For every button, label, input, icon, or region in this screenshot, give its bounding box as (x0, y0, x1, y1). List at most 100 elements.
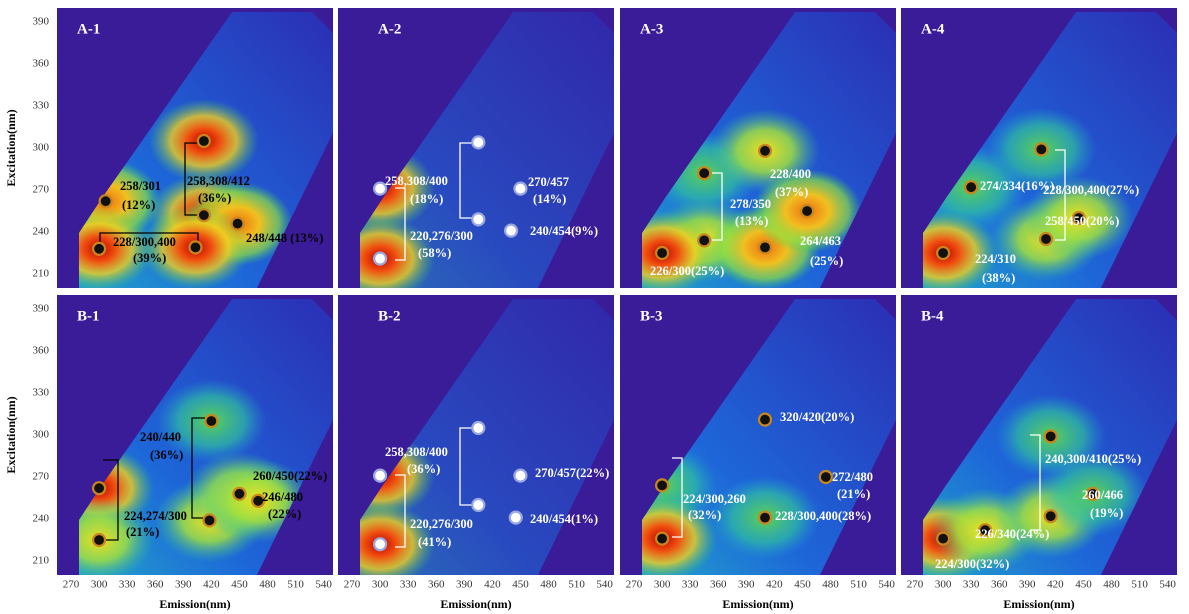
peak-marker (251, 493, 266, 508)
panel-label: B-2 (378, 308, 401, 324)
peak-marker (196, 133, 211, 149)
x-tick-label: 540 (315, 579, 332, 591)
panel-label: B-3 (640, 308, 663, 324)
peak-annotation: 258,308/412 (187, 174, 250, 188)
peak-marker (1071, 210, 1086, 226)
y-tick-label: 390 (33, 16, 50, 28)
panel-label: A-4 (921, 21, 945, 37)
peak-annotation: (19%) (1090, 506, 1123, 520)
y-tick-label: 300 (33, 142, 50, 154)
peak-annotation: (25%) (810, 254, 843, 268)
peak-annotation: (38%) (982, 271, 1015, 285)
panel: B-1 240/440 (36%) 260/450(22%) 246/480 (22%) 2… (4, 295, 333, 611)
x-tick-label: 300 (372, 579, 389, 591)
peak-annotation: (13%) (735, 214, 768, 228)
peak-marker (1043, 509, 1058, 524)
y-tick-label: 360 (33, 345, 50, 357)
peak-marker (1038, 231, 1054, 247)
bracket (459, 427, 475, 506)
peak-annotation: 224/310 (975, 252, 1016, 266)
panel-label: A-3 (640, 21, 663, 37)
x-tick-label: 270 (626, 579, 643, 591)
x-tick-label: 390 (175, 579, 192, 591)
x-tick-label: 540 (878, 579, 895, 591)
peak-marker (978, 523, 993, 538)
bracket (103, 459, 119, 541)
x-tick-label: 270 (907, 579, 924, 591)
y-tick-label: 330 (33, 100, 50, 112)
y-axis-title: Excitation(nm) (4, 109, 18, 186)
x-tick-label: 510 (568, 579, 585, 591)
x-tick-label: 540 (1159, 579, 1176, 591)
x-tick-label: 450 (231, 579, 248, 591)
peak-annotation: 228/300,400(27%) (1043, 183, 1139, 197)
x-tick-label: 480 (822, 579, 839, 591)
x-tick-label: 480 (259, 579, 276, 591)
peak-marker (373, 181, 388, 196)
peak-annotation: (21%) (837, 487, 870, 501)
y-tick-label: 390 (33, 303, 50, 315)
peak-marker (697, 166, 712, 181)
x-tick-label: 540 (596, 579, 613, 591)
x-tick-label: 480 (1103, 579, 1120, 591)
peak-annotation: 272/480 (832, 470, 873, 484)
peak-annotation: 274/334(16%) (980, 179, 1054, 193)
peak-marker (471, 420, 486, 436)
peak-marker (800, 203, 815, 219)
y-tick-label: 360 (33, 58, 50, 70)
peak-annotation: (41%) (418, 535, 451, 549)
x-tick-label: 510 (1131, 579, 1148, 591)
peak-marker (92, 481, 107, 496)
panel: A-4 274/334(16%)228/300,400(27%) 258/450(2… (901, 8, 1177, 288)
y-tick-label: 210 (33, 268, 50, 280)
bracket (395, 474, 406, 548)
peak-annotation: 224,274/300 (124, 509, 187, 523)
x-tick-label: 510 (287, 579, 304, 591)
x-tick-label: 330 (682, 579, 699, 591)
peak-annotation: 264/463 (800, 234, 841, 248)
peak-annotation: (36%) (150, 448, 183, 462)
peak-annotation: 240,300/410(25%) (1045, 452, 1141, 466)
y-axis-title: Excitation(nm) (4, 396, 18, 473)
panel-label: A-1 (77, 21, 100, 37)
peak-annotation: 270/457 (528, 175, 569, 189)
panel: B-2 258,308/400 (36%) 270/457(22%) 240/454(1… (338, 295, 614, 611)
peak-marker (202, 513, 217, 528)
peak-marker (92, 532, 107, 548)
x-tick-label: 300 (935, 579, 952, 591)
y-tick-label: 300 (33, 429, 50, 441)
x-axis-title: Emission(nm) (440, 597, 511, 611)
peak-marker (230, 216, 245, 231)
bracket (712, 172, 723, 241)
peak-annotation: 258/301 (120, 179, 161, 193)
peak-annotation: (18%) (410, 192, 443, 206)
peak-marker (513, 468, 528, 483)
peak-annotation: (58%) (418, 246, 451, 260)
peak-annotation: 258,308/400 (385, 174, 448, 188)
peak-annotation: 224/300,260 (683, 492, 746, 506)
peak-marker (1043, 429, 1058, 444)
x-tick-label: 330 (963, 579, 980, 591)
peak-annotation: 228/400 (770, 167, 811, 181)
peak-annotation: 258,308/400 (385, 445, 448, 459)
panel: A-2 258,308/400 (18%) 270/457 (14%) 240/454(9… (338, 8, 614, 288)
peak-annotation: (22%) (268, 507, 301, 521)
y-tick-label: 270 (33, 184, 50, 196)
peak-marker (655, 245, 670, 261)
peak-annotation: 246/480 (262, 490, 303, 504)
peak-marker (655, 478, 670, 493)
peak-annotation: 270/457(22%) (535, 466, 609, 480)
x-tick-label: 420 (1047, 579, 1064, 591)
x-tick-label: 450 (794, 579, 811, 591)
peak-marker (373, 537, 388, 552)
peak-annotation: (12%) (122, 198, 155, 212)
x-axis-title: Emission(nm) (1003, 597, 1074, 611)
peak-annotation: 258/450(20%) (1045, 214, 1119, 228)
peak-marker (373, 468, 388, 483)
peak-marker (818, 469, 833, 485)
peak-marker (936, 245, 951, 261)
peak-marker (471, 212, 486, 227)
panel: B-4 240,300/410(25%) 260/466 (19%) 226/340(2… (901, 295, 1177, 611)
x-tick-label: 360 (710, 579, 727, 591)
